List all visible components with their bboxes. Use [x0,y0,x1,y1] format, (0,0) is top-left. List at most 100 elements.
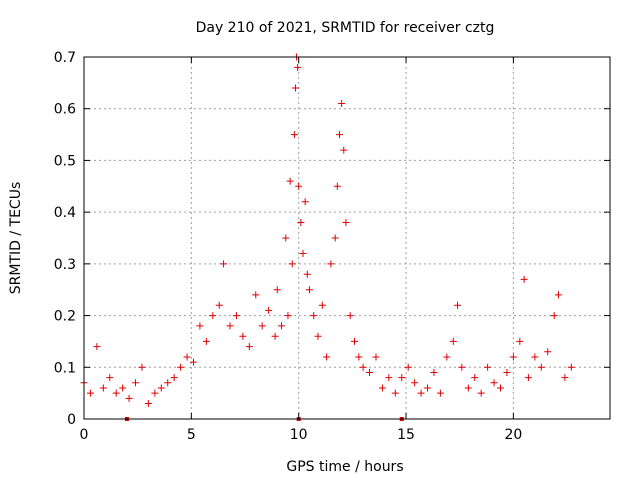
chart-title: Day 210 of 2021, SRMTID for receiver czt… [196,20,495,36]
y-tick-label: 0.7 [54,50,76,66]
data-point [258,322,266,330]
data-point [220,260,228,268]
y-tick-label: 0.1 [54,360,76,376]
data-point [305,286,313,294]
data-point [215,301,223,309]
data-point [490,379,498,387]
data-point [310,312,318,320]
data-point [106,374,114,382]
data-point [273,286,281,294]
data-point [138,363,146,371]
y-tick-label: 0.6 [54,102,76,118]
data-point [346,312,354,320]
data-point [144,399,152,407]
data-point [278,322,286,330]
axis-ticks [83,56,610,420]
data-point [351,337,359,345]
x-tick-label: 10 [290,427,308,443]
data-point [196,322,204,330]
data-point [509,353,517,361]
data-point [239,332,247,340]
data-point [323,353,331,361]
data-point [471,374,479,382]
data-point [516,337,524,345]
data-point [436,389,444,397]
data-point [86,389,94,397]
data-point [327,260,335,268]
data-point [417,389,425,397]
data-point [301,198,309,206]
data-point [282,234,290,242]
data-point [284,312,292,320]
data-point [524,374,532,382]
data-point [125,394,133,402]
data-point [359,363,367,371]
data-point [151,389,159,397]
data-point [411,379,419,387]
data-point [477,389,485,397]
data-point [464,384,472,392]
data-point [294,63,302,71]
data-point [366,368,374,376]
data-point [291,84,299,92]
data-point [550,312,558,320]
data-point [385,374,393,382]
data-point [271,332,279,340]
data-point [119,384,127,392]
data-point [157,384,165,392]
data-point [372,353,380,361]
tick-labels: 0 5 10 15 20 0 0.1 0.2 0.3 0.4 0.5 0.6 0.7 [54,50,523,443]
y-tick-label: 0 [67,412,76,428]
data-point [449,337,457,345]
data-point [355,353,363,361]
data-point [454,301,462,309]
plot-frame [83,56,611,420]
data-point [170,374,178,382]
data-point [232,312,240,320]
y-tick-label: 0.3 [54,257,76,273]
data-point [93,343,101,351]
y-tick-label: 0.4 [54,205,76,221]
data-point [177,363,185,371]
data-point [497,384,505,392]
data-point [567,363,575,371]
data-point [430,368,438,376]
data-point [531,353,539,361]
data-point [202,337,210,345]
data-point [391,389,399,397]
data-point [189,358,197,366]
data-point [245,343,253,351]
x-tick-label: 15 [397,427,415,443]
data-point [554,291,562,299]
data-point [265,306,273,314]
y-axis-label: SRMTID / TECUs [8,182,24,295]
data-point [378,384,386,392]
data-point [340,146,348,154]
data-point [404,363,412,371]
data-point [286,177,294,185]
data-point [424,384,432,392]
data-point [443,353,451,361]
data-point [331,234,339,242]
data-point [318,301,326,309]
data-point [164,379,172,387]
data-point [99,384,107,392]
data-point [288,260,296,268]
data-point [132,379,140,387]
data-point [295,182,303,190]
x-axis-label: GPS time / hours [286,459,403,475]
data-point [458,363,466,371]
data-point [338,100,346,108]
y-tick-label: 0.5 [54,153,76,169]
y-tick-label: 0.2 [54,309,76,325]
data-point [314,332,322,340]
data-point [335,131,343,139]
data-point [520,275,528,283]
data-point [299,250,307,258]
data-point [342,218,350,226]
data-point [561,374,569,382]
x-tick-label: 20 [504,427,522,443]
x-tick-label: 0 [80,427,89,443]
